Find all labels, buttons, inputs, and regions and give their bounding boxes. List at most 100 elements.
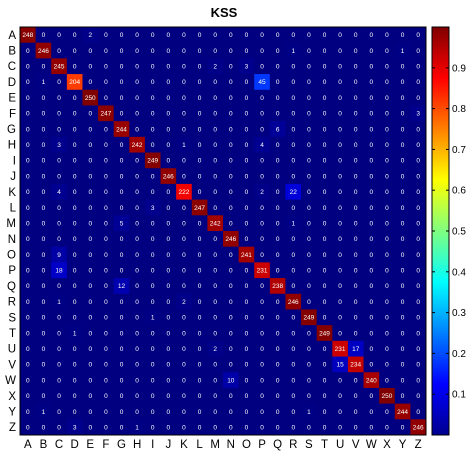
cell-value-label: 0 (167, 315, 171, 322)
y-tick-label: G (7, 124, 16, 136)
cell-value-label: 0 (57, 409, 61, 416)
heatmap-cell (332, 403, 349, 420)
heatmap-cell (129, 58, 146, 75)
cell-value-label: 0 (245, 173, 249, 180)
heatmap-cell (20, 356, 37, 373)
heatmap-cell (176, 121, 193, 138)
cell-value-label: 0 (57, 158, 61, 165)
cell-value-label: 0 (291, 252, 295, 259)
cell-value-label: 0 (260, 173, 264, 180)
cell-value-label: 0 (370, 236, 374, 243)
cell-value-label: 249 (319, 330, 330, 337)
heatmap-cell (82, 105, 99, 122)
heatmap-cell (113, 89, 130, 106)
heatmap-cell (316, 183, 333, 201)
heatmap-cell (301, 27, 318, 44)
cell-value-label: 0 (291, 330, 295, 337)
cell-value-label: 0 (323, 64, 327, 71)
heatmap-cell (394, 74, 411, 91)
cell-value-label: 0 (307, 158, 311, 165)
cell-value-label: 0 (73, 220, 77, 227)
cell-value-label: 0 (42, 32, 46, 39)
cell-value-label: 0 (88, 79, 92, 86)
heatmap-cell (316, 403, 333, 420)
heatmap-cell (66, 403, 83, 420)
heatmap-cell (98, 262, 115, 279)
cell-value-label: 0 (213, 173, 217, 180)
cell-value-label: 0 (276, 299, 280, 306)
cell-value-label: 0 (167, 189, 171, 196)
cell-value-label: 0 (42, 236, 46, 243)
cell-value-label: 0 (213, 142, 217, 149)
cell-value-label: 0 (338, 205, 342, 212)
cell-value-label: 0 (151, 32, 155, 39)
heatmap-cell (35, 278, 52, 295)
cell-value-label: 0 (26, 48, 30, 55)
cell-value-label: 0 (135, 330, 139, 337)
heatmap-cell (285, 419, 302, 436)
cell-value-label: 0 (26, 409, 30, 416)
y-tick-label: N (8, 234, 16, 246)
heatmap-cell (144, 419, 161, 436)
heatmap-cell (254, 231, 271, 248)
cell-value-label: 0 (229, 268, 233, 275)
heatmap-cell (394, 293, 411, 310)
cell-value-label: 246 (38, 48, 49, 55)
cell-value-label: 0 (229, 32, 233, 39)
cell-value-label: 0 (354, 409, 358, 416)
cell-value-label: 0 (135, 79, 139, 86)
cell-value-label: 0 (73, 189, 77, 196)
heatmap-cell (301, 199, 318, 216)
cell-value-label: 0 (229, 424, 233, 431)
y-tick-label: E (8, 93, 16, 105)
cell-value-label: 0 (245, 48, 249, 55)
heatmap-cell (254, 325, 271, 342)
heatmap-cell (160, 168, 177, 185)
heatmap-cell (316, 387, 333, 405)
cell-value-label: 0 (182, 220, 186, 227)
cell-value-label: 0 (167, 111, 171, 118)
cell-value-label: 0 (416, 377, 420, 384)
cell-value-label: 0 (245, 315, 249, 322)
cell-value-label: 1 (73, 330, 77, 337)
heatmap-cell (129, 246, 146, 263)
cell-value-label: 0 (57, 424, 61, 431)
cell-value-label: 0 (229, 79, 233, 86)
heatmap-cell (82, 168, 99, 185)
heatmap-cell (66, 387, 83, 405)
cell-value-label: 249 (303, 315, 314, 322)
heatmap-cell (316, 231, 333, 248)
cell-value-label: 0 (151, 362, 155, 369)
cell-value-label: 0 (291, 95, 295, 102)
heatmap-cell (160, 152, 177, 169)
cell-value-label: 0 (276, 377, 280, 384)
cell-value-label: 0 (338, 315, 342, 322)
cell-value-label: 244 (397, 409, 408, 416)
cell-value-label: 0 (104, 393, 108, 400)
cell-value-label: 0 (354, 220, 358, 227)
cell-value-label: 0 (416, 252, 420, 259)
heatmap-cell (82, 199, 99, 216)
cell-value-label: 0 (385, 424, 389, 431)
cell-value-label: 0 (323, 220, 327, 227)
heatmap-cell (129, 372, 146, 389)
cell-value-label: 0 (42, 142, 46, 149)
heatmap-cell (129, 278, 146, 295)
cell-value-label: 0 (307, 95, 311, 102)
heatmap-cell (144, 183, 161, 201)
heatmap-cell (82, 74, 99, 91)
heatmap-cell (394, 325, 411, 342)
cell-value-label: 0 (416, 64, 420, 71)
heatmap-cell (410, 27, 427, 44)
heatmap-cell (316, 58, 333, 75)
heatmap-cell (254, 340, 271, 357)
heatmap-cell (191, 340, 208, 357)
cell-value-label: 0 (276, 268, 280, 275)
cell-value-label: 0 (416, 315, 420, 322)
cell-value-label: 0 (401, 205, 405, 212)
cell-value-label: 0 (229, 362, 233, 369)
heatmap-cell (129, 340, 146, 357)
cell-value-label: 0 (385, 252, 389, 259)
y-tick-label: S (8, 312, 16, 324)
cell-value-label: 0 (135, 315, 139, 322)
